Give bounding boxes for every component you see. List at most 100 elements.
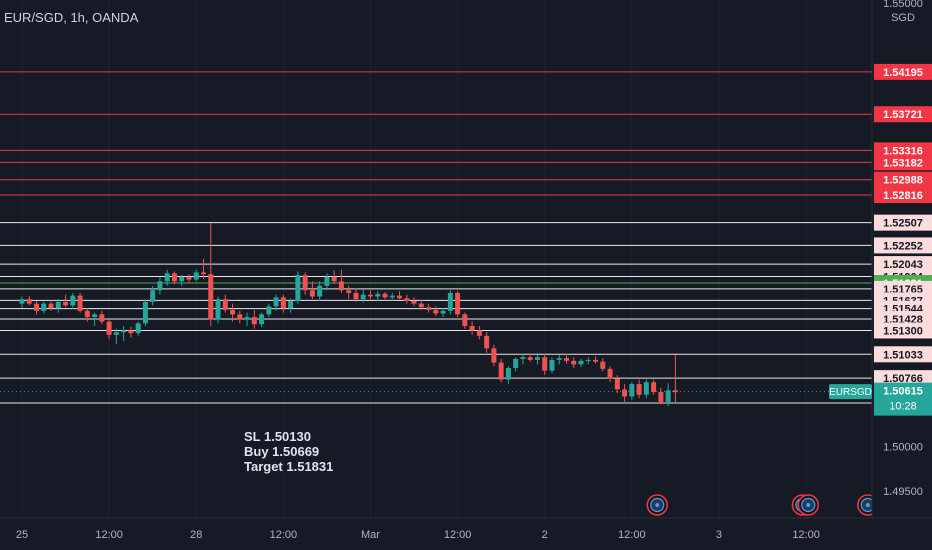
candle-body <box>578 360 584 365</box>
candle-body <box>222 299 228 310</box>
candle <box>309 281 315 300</box>
candle <box>171 271 177 285</box>
annotation-target: Target 1.51831 <box>244 459 333 474</box>
candle <box>317 281 323 301</box>
candle-body <box>614 378 620 390</box>
candle-body <box>171 273 177 282</box>
candle-body <box>34 303 40 311</box>
price-axis[interactable]: 1.55000 SGD 1.541951.537211.533161.53182… <box>871 0 932 518</box>
level-price-text: 1.53182 <box>883 157 923 169</box>
candle <box>128 326 134 338</box>
symbol-title[interactable]: EUR/SGD, 1h, OANDA <box>4 10 139 25</box>
level-price-label[interactable] <box>874 187 932 204</box>
candle-body <box>367 294 373 297</box>
candle <box>534 354 540 365</box>
level-price-label[interactable] <box>874 106 932 123</box>
candle <box>135 321 141 336</box>
candle-body <box>302 275 308 291</box>
candle-body <box>375 293 381 297</box>
event-marker[interactable] <box>797 494 820 516</box>
current-price-value: 1.50615 <box>883 386 923 398</box>
candle <box>411 297 417 307</box>
candle-body <box>665 390 671 402</box>
candle-body <box>164 273 170 282</box>
candle <box>84 308 90 322</box>
candle-body <box>266 306 272 315</box>
annotation-buy: Buy 1.50669 <box>244 444 319 459</box>
globe-icon-center <box>806 503 811 507</box>
candle <box>346 285 352 300</box>
candle-body <box>389 295 395 298</box>
candle-body <box>469 325 475 331</box>
candle <box>208 223 214 326</box>
candle-body <box>455 292 461 315</box>
candle <box>99 310 105 325</box>
candle <box>382 292 388 300</box>
candle <box>418 300 424 310</box>
event-marker[interactable] <box>646 494 668 516</box>
grid <box>21 0 807 518</box>
candle-body <box>26 299 32 304</box>
candle <box>77 292 83 313</box>
candle <box>672 354 678 402</box>
candle <box>302 272 308 295</box>
time-axis-tick: 12:00 <box>792 529 820 541</box>
price-axis-tick: 1.49500 <box>883 486 923 498</box>
level-price-label[interactable] <box>874 214 932 231</box>
time-axis-tick: 12:00 <box>618 529 646 541</box>
candle <box>266 303 272 318</box>
candle <box>63 294 69 308</box>
candle <box>26 295 32 306</box>
candle <box>549 357 555 374</box>
candle-body <box>622 389 628 397</box>
level-price-text: 1.51300 <box>883 325 923 337</box>
globe-icon-center <box>865 503 870 507</box>
level-price-label[interactable] <box>874 237 932 254</box>
candle <box>600 358 606 372</box>
candle-body <box>331 276 337 282</box>
level-price-label[interactable] <box>874 256 932 273</box>
level-price-text: 1.52043 <box>883 259 923 271</box>
candle-body <box>534 357 540 360</box>
candle-body <box>338 281 344 291</box>
candle-body <box>55 301 61 309</box>
candle <box>643 379 649 399</box>
time-axis[interactable]: 25 12:00 28 12:00 Mar 12:00 2 12:00 3 12:00 <box>0 517 932 541</box>
candle <box>614 375 620 393</box>
level-price-text: 1.54195 <box>883 67 923 79</box>
candle-body <box>549 359 555 371</box>
candle-body <box>48 303 54 309</box>
candle-body <box>215 299 221 320</box>
candle <box>491 344 497 367</box>
candle <box>251 309 257 329</box>
candle <box>215 296 221 324</box>
candle <box>273 294 279 311</box>
level-price-label[interactable] <box>874 63 932 80</box>
candle <box>607 366 613 383</box>
candle <box>41 301 47 314</box>
candle <box>331 270 337 285</box>
horizontal-levels[interactable] <box>0 71 872 404</box>
level-price-label[interactable] <box>874 154 932 171</box>
candle <box>556 354 562 365</box>
level-price-label[interactable] <box>874 171 932 188</box>
candle-body <box>179 276 185 282</box>
level-price-text: 1.52507 <box>883 218 923 230</box>
time-axis-tick: 25 <box>16 529 28 541</box>
candle <box>295 271 301 304</box>
symbol-tag-label: EURSGD <box>829 387 872 398</box>
candle-body <box>259 314 265 325</box>
level-price-text: 1.51033 <box>883 349 923 361</box>
time-axis-tick: 2 <box>542 529 548 541</box>
event-markers[interactable] <box>646 494 879 516</box>
candle-body <box>128 330 134 334</box>
level-price-label[interactable] <box>874 322 932 339</box>
level-price-label[interactable] <box>874 346 932 363</box>
candle-body <box>193 272 199 280</box>
candle-body <box>498 362 504 380</box>
level-price-label[interactable] <box>874 370 932 387</box>
candle-body <box>41 303 47 311</box>
symbol-tag[interactable] <box>829 384 872 400</box>
candle-body <box>19 299 25 304</box>
